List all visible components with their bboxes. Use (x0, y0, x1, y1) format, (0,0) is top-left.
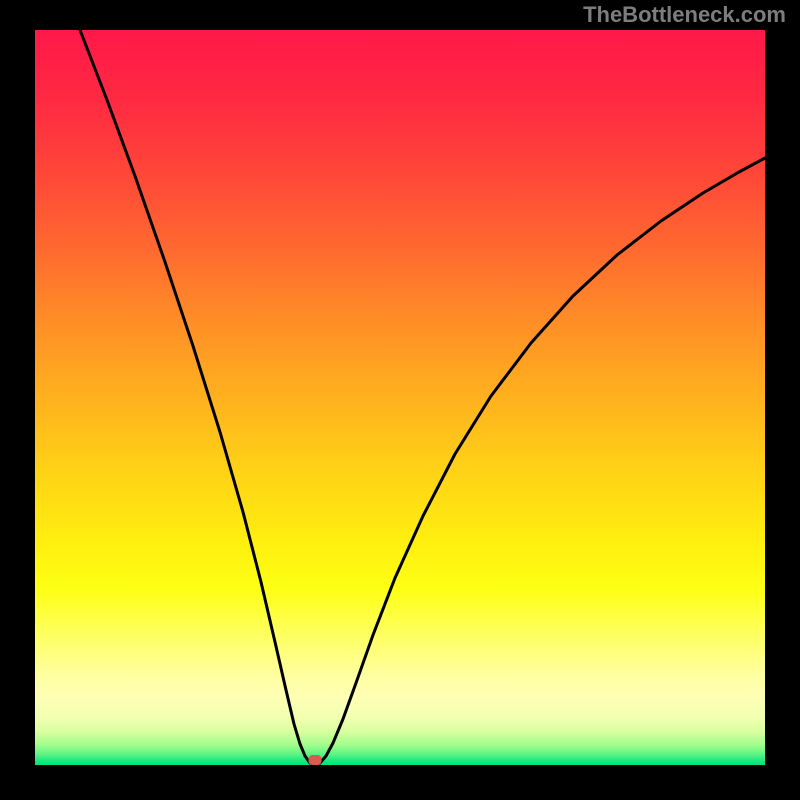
optimal-point-marker (309, 755, 322, 765)
watermark-text: TheBottleneck.com (583, 2, 786, 28)
chart-plot-area (35, 30, 765, 765)
bottleneck-curve (35, 30, 765, 765)
frame-border-left (0, 0, 35, 800)
frame-border-bottom (0, 765, 800, 800)
frame-border-right (765, 0, 800, 800)
